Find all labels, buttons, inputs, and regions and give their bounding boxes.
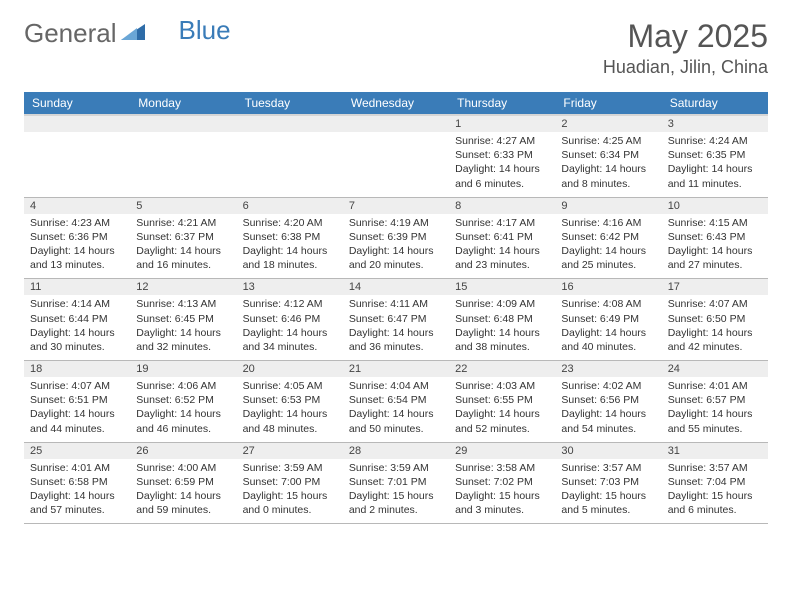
day-detail-cell: Sunrise: 4:01 AMSunset: 6:57 PMDaylight:… <box>662 377 768 442</box>
day-detail-cell: Sunrise: 4:07 AMSunset: 6:50 PMDaylight:… <box>662 295 768 360</box>
day-detail-cell <box>24 132 130 197</box>
day-number-cell <box>24 115 130 132</box>
day-detail-cell: Sunrise: 4:07 AMSunset: 6:51 PMDaylight:… <box>24 377 130 442</box>
logo: General Blue <box>24 18 231 49</box>
day-detail-cell <box>130 132 236 197</box>
day-number-cell: 30 <box>555 442 661 459</box>
weekday-header: Saturday <box>662 92 768 115</box>
day-detail-row: Sunrise: 4:14 AMSunset: 6:44 PMDaylight:… <box>24 295 768 360</box>
day-number-cell: 24 <box>662 361 768 378</box>
day-detail-row: Sunrise: 4:23 AMSunset: 6:36 PMDaylight:… <box>24 214 768 279</box>
page-header: General Blue May 2025 Huadian, Jilin, Ch… <box>24 18 768 78</box>
day-detail-cell: Sunrise: 4:12 AMSunset: 6:46 PMDaylight:… <box>237 295 343 360</box>
day-detail-cell: Sunrise: 4:23 AMSunset: 6:36 PMDaylight:… <box>24 214 130 279</box>
day-number-cell <box>343 115 449 132</box>
weekday-header: Wednesday <box>343 92 449 115</box>
day-detail-cell: Sunrise: 4:04 AMSunset: 6:54 PMDaylight:… <box>343 377 449 442</box>
day-number-cell: 31 <box>662 442 768 459</box>
month-title: May 2025 <box>603 18 768 55</box>
day-detail-cell: Sunrise: 3:59 AMSunset: 7:01 PMDaylight:… <box>343 459 449 524</box>
day-detail-cell: Sunrise: 4:02 AMSunset: 6:56 PMDaylight:… <box>555 377 661 442</box>
day-number-cell: 16 <box>555 279 661 296</box>
day-number-row: 11121314151617 <box>24 279 768 296</box>
day-detail-cell: Sunrise: 4:05 AMSunset: 6:53 PMDaylight:… <box>237 377 343 442</box>
day-detail-cell: Sunrise: 3:58 AMSunset: 7:02 PMDaylight:… <box>449 459 555 524</box>
day-detail-cell: Sunrise: 3:59 AMSunset: 7:00 PMDaylight:… <box>237 459 343 524</box>
day-number-cell: 4 <box>24 197 130 214</box>
day-detail-cell: Sunrise: 4:15 AMSunset: 6:43 PMDaylight:… <box>662 214 768 279</box>
day-number-cell: 20 <box>237 361 343 378</box>
day-number-cell: 27 <box>237 442 343 459</box>
day-detail-cell: Sunrise: 4:17 AMSunset: 6:41 PMDaylight:… <box>449 214 555 279</box>
day-detail-row: Sunrise: 4:27 AMSunset: 6:33 PMDaylight:… <box>24 132 768 197</box>
day-number-cell <box>130 115 236 132</box>
day-number-cell: 14 <box>343 279 449 296</box>
day-detail-cell: Sunrise: 4:20 AMSunset: 6:38 PMDaylight:… <box>237 214 343 279</box>
day-detail-row: Sunrise: 4:07 AMSunset: 6:51 PMDaylight:… <box>24 377 768 442</box>
day-number-cell: 2 <box>555 115 661 132</box>
weekday-header-row: Sunday Monday Tuesday Wednesday Thursday… <box>24 92 768 115</box>
day-detail-cell: Sunrise: 4:13 AMSunset: 6:45 PMDaylight:… <box>130 295 236 360</box>
day-detail-cell: Sunrise: 4:21 AMSunset: 6:37 PMDaylight:… <box>130 214 236 279</box>
day-number-row: 123 <box>24 115 768 132</box>
day-detail-cell: Sunrise: 4:11 AMSunset: 6:47 PMDaylight:… <box>343 295 449 360</box>
day-number-cell: 29 <box>449 442 555 459</box>
weekday-header: Sunday <box>24 92 130 115</box>
day-detail-cell: Sunrise: 4:09 AMSunset: 6:48 PMDaylight:… <box>449 295 555 360</box>
logo-text-general: General <box>24 18 117 49</box>
day-detail-cell: Sunrise: 4:00 AMSunset: 6:59 PMDaylight:… <box>130 459 236 524</box>
day-number-cell: 9 <box>555 197 661 214</box>
day-number-cell: 18 <box>24 361 130 378</box>
weekday-header: Friday <box>555 92 661 115</box>
day-number-cell: 17 <box>662 279 768 296</box>
day-detail-cell <box>237 132 343 197</box>
location-label: Huadian, Jilin, China <box>603 57 768 78</box>
day-number-cell: 3 <box>662 115 768 132</box>
day-detail-cell: Sunrise: 4:03 AMSunset: 6:55 PMDaylight:… <box>449 377 555 442</box>
day-number-cell: 7 <box>343 197 449 214</box>
day-detail-cell <box>343 132 449 197</box>
day-detail-cell: Sunrise: 4:06 AMSunset: 6:52 PMDaylight:… <box>130 377 236 442</box>
calendar-table: Sunday Monday Tuesday Wednesday Thursday… <box>24 92 768 524</box>
logo-text-blue: Blue <box>179 15 231 46</box>
day-number-row: 45678910 <box>24 197 768 214</box>
weekday-header: Tuesday <box>237 92 343 115</box>
day-detail-cell: Sunrise: 4:01 AMSunset: 6:58 PMDaylight:… <box>24 459 130 524</box>
day-number-cell <box>237 115 343 132</box>
day-detail-cell: Sunrise: 4:19 AMSunset: 6:39 PMDaylight:… <box>343 214 449 279</box>
day-detail-cell: Sunrise: 3:57 AMSunset: 7:03 PMDaylight:… <box>555 459 661 524</box>
day-number-cell: 11 <box>24 279 130 296</box>
day-number-cell: 26 <box>130 442 236 459</box>
day-number-cell: 21 <box>343 361 449 378</box>
day-number-cell: 28 <box>343 442 449 459</box>
day-number-cell: 12 <box>130 279 236 296</box>
day-detail-cell: Sunrise: 3:57 AMSunset: 7:04 PMDaylight:… <box>662 459 768 524</box>
day-detail-cell: Sunrise: 4:08 AMSunset: 6:49 PMDaylight:… <box>555 295 661 360</box>
day-number-cell: 1 <box>449 115 555 132</box>
day-detail-cell: Sunrise: 4:25 AMSunset: 6:34 PMDaylight:… <box>555 132 661 197</box>
day-number-cell: 5 <box>130 197 236 214</box>
day-number-cell: 19 <box>130 361 236 378</box>
day-number-cell: 10 <box>662 197 768 214</box>
day-number-cell: 8 <box>449 197 555 214</box>
logo-triangle-icon <box>121 18 147 49</box>
day-detail-cell: Sunrise: 4:16 AMSunset: 6:42 PMDaylight:… <box>555 214 661 279</box>
day-number-cell: 15 <box>449 279 555 296</box>
day-number-cell: 22 <box>449 361 555 378</box>
day-number-cell: 13 <box>237 279 343 296</box>
day-number-cell: 25 <box>24 442 130 459</box>
day-detail-cell: Sunrise: 4:14 AMSunset: 6:44 PMDaylight:… <box>24 295 130 360</box>
day-detail-cell: Sunrise: 4:27 AMSunset: 6:33 PMDaylight:… <box>449 132 555 197</box>
weekday-header: Thursday <box>449 92 555 115</box>
day-number-cell: 23 <box>555 361 661 378</box>
day-number-row: 18192021222324 <box>24 361 768 378</box>
weekday-header: Monday <box>130 92 236 115</box>
day-number-row: 25262728293031 <box>24 442 768 459</box>
title-block: May 2025 Huadian, Jilin, China <box>603 18 768 78</box>
day-detail-cell: Sunrise: 4:24 AMSunset: 6:35 PMDaylight:… <box>662 132 768 197</box>
day-detail-row: Sunrise: 4:01 AMSunset: 6:58 PMDaylight:… <box>24 459 768 524</box>
day-number-cell: 6 <box>237 197 343 214</box>
